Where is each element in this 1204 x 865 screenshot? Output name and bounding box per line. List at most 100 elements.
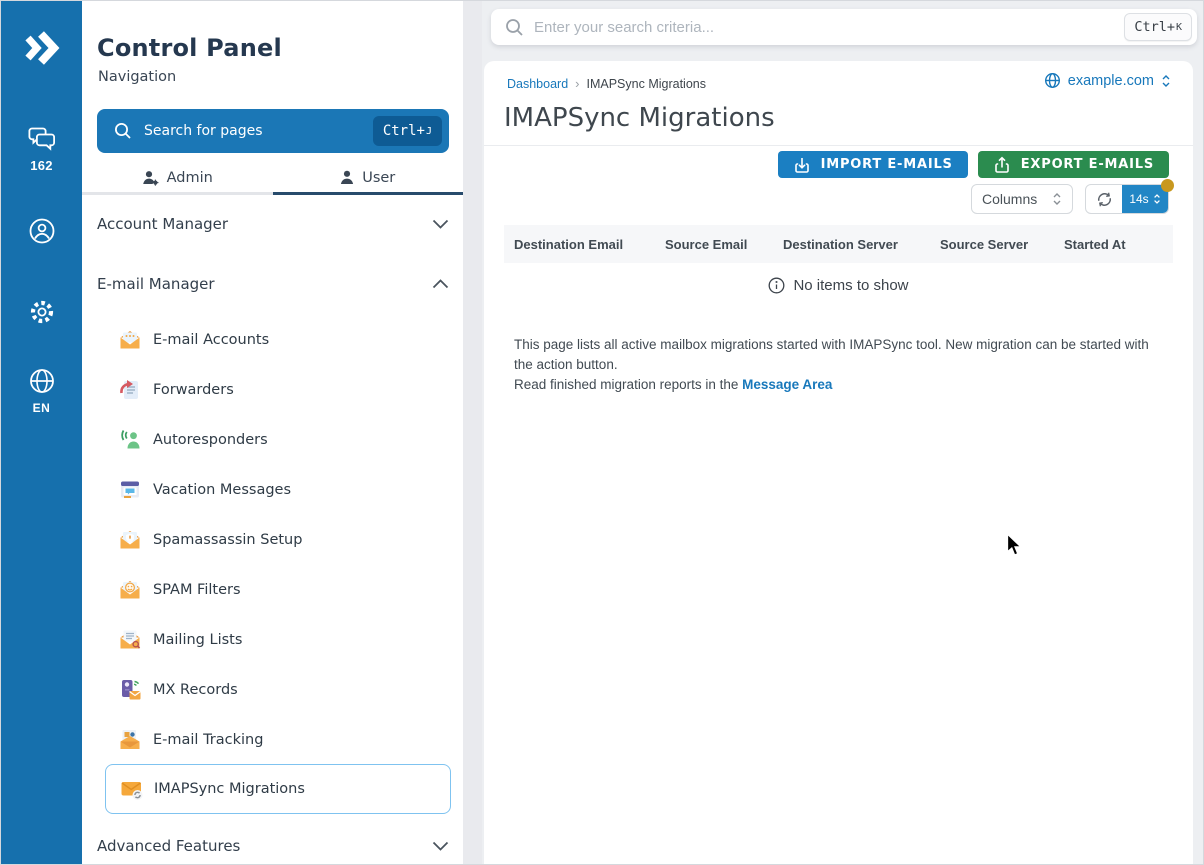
section-advanced-features[interactable]: Advanced Features <box>97 823 449 864</box>
select-chevrons-icon <box>1052 192 1062 206</box>
account-button[interactable] <box>1 216 82 246</box>
breadcrumb-current: IMAPSync Migrations <box>586 76 706 91</box>
page-title: IMAPSync Migrations <box>504 103 775 133</box>
actions-row: IMPORT E-MAILS EXPORT E-MAILS <box>777 151 1169 178</box>
menu-item-spamassassin-setup[interactable]: Spamassassin Setup <box>105 515 451 565</box>
chevron-down-icon <box>432 841 449 851</box>
breadcrumb: Dashboard › IMAPSync Migrations <box>507 76 706 91</box>
user-icon <box>340 170 354 185</box>
menu-item-mailing-lists[interactable]: Mailing Lists <box>105 615 451 665</box>
section-email-manager[interactable]: E-mail Manager <box>97 261 449 307</box>
forwarders-icon <box>117 377 143 403</box>
mailing-lists-icon <box>117 627 143 653</box>
refresh-control: 14s <box>1085 179 1174 214</box>
column-header-started-at[interactable]: Started At <box>1064 236 1126 252</box>
chevron-up-icon <box>432 279 449 289</box>
domain-selector[interactable]: example.com <box>1044 72 1171 89</box>
user-circle-icon <box>27 216 57 246</box>
menu-item-email-tracking[interactable]: E-mail Tracking <box>105 715 451 765</box>
export-emails-button[interactable]: EXPORT E-MAILS <box>977 151 1169 178</box>
menu-item-label: MX Records <box>153 682 238 698</box>
nav-search-button[interactable]: Search for pages Ctrl+ J <box>97 109 449 153</box>
spamassassin-setup-icon <box>117 527 143 553</box>
admin-user-gear-icon <box>142 170 159 186</box>
drawer-title: Control Panel <box>97 34 282 62</box>
import-emails-label: IMPORT E-MAILS <box>820 157 953 172</box>
menu-item-vacation-messages[interactable]: Vacation Messages <box>105 465 451 515</box>
menu-item-label: Forwarders <box>153 382 234 398</box>
search-icon <box>114 122 132 140</box>
menu-item-label: Autoresponders <box>153 432 268 448</box>
page-description: This page lists all active mailbox migra… <box>514 335 1156 395</box>
column-header-destination-server[interactable]: Destination Server <box>783 236 898 252</box>
message-count-badge: 162 <box>30 158 53 173</box>
search-icon <box>505 18 524 37</box>
breadcrumb-separator-icon: › <box>575 76 580 91</box>
columns-dropdown-label: Columns <box>982 191 1038 207</box>
section-account-manager[interactable]: Account Manager <box>97 201 449 247</box>
tab-user[interactable]: User <box>273 163 464 192</box>
settings-button[interactable] <box>1 297 82 327</box>
nav-search-label: Search for pages <box>144 123 263 139</box>
table-toolbar: Columns 14s <box>971 179 1174 214</box>
globe-icon <box>27 366 57 396</box>
mx-records-icon <box>117 677 143 703</box>
refresh-icon <box>1096 191 1113 208</box>
menu-item-label: E-mail Tracking <box>153 732 264 748</box>
menu-item-label: Spamassassin Setup <box>153 532 303 548</box>
select-chevrons-icon <box>1153 193 1161 205</box>
message-area-link[interactable]: Message Area <box>742 377 833 392</box>
notification-dot <box>1161 179 1174 192</box>
menu-item-mx-records[interactable]: MX Records <box>105 665 451 715</box>
export-tray-icon <box>993 156 1011 174</box>
menu-item-label: Vacation Messages <box>153 482 292 498</box>
description-line2: Read finished migration reports in the M… <box>514 377 833 392</box>
global-search-shortcut-badge: Ctrl+ K <box>1124 13 1192 41</box>
tab-admin[interactable]: Admin <box>82 163 273 192</box>
table-header-row: Destination Email Source Email Destinati… <box>504 225 1173 263</box>
menu-item-autoresponders[interactable]: Autoresponders <box>105 415 451 465</box>
column-header-source-email[interactable]: Source Email <box>665 236 748 252</box>
email-tracking-icon <box>117 727 143 753</box>
drawer-subtitle: Navigation <box>98 69 177 85</box>
menu-item-imapsync-migrations[interactable]: IMAPSync Migrations <box>105 764 451 814</box>
info-circle-icon <box>768 277 785 294</box>
menu-item-spam-filters[interactable]: SPAM Filters <box>105 565 451 615</box>
empty-state-label: No items to show <box>793 277 909 294</box>
export-emails-label: EXPORT E-MAILS <box>1020 157 1154 172</box>
nav-tabs: Admin User <box>82 163 463 192</box>
refresh-interval-value: 14s <box>1129 192 1149 206</box>
messages-button[interactable]: 162 <box>1 125 82 173</box>
section-label: Advanced Features <box>97 837 241 855</box>
menu-item-label: Mailing Lists <box>153 632 243 648</box>
global-search-input[interactable] <box>534 18 1115 36</box>
vacation-messages-icon <box>117 477 143 503</box>
globe-icon <box>1044 72 1061 89</box>
columns-dropdown[interactable]: Columns <box>971 184 1073 214</box>
nav-scrollbar-track[interactable] <box>463 1 482 864</box>
language-code-label: EN <box>32 401 51 415</box>
gear-icon <box>27 297 57 327</box>
spam-filters-icon <box>117 577 143 603</box>
section-label: Account Manager <box>97 215 229 233</box>
select-chevrons-icon <box>1161 74 1171 88</box>
imapsync-migrations-icon <box>118 776 144 802</box>
empty-state: No items to show <box>504 277 1173 294</box>
column-header-source-server[interactable]: Source Server <box>940 236 1029 252</box>
import-emails-button[interactable]: IMPORT E-MAILS <box>777 151 968 178</box>
autoresponders-icon <box>117 427 143 453</box>
column-header-destination-email[interactable]: Destination Email <box>514 236 624 252</box>
brand-logo-icon[interactable] <box>19 27 65 69</box>
nav-search-shortcut-badge: Ctrl+ J <box>372 116 442 146</box>
navigation-drawer: Control Panel Navigation Search for page… <box>82 1 463 864</box>
language-button[interactable]: EN <box>1 366 82 415</box>
menu-item-label: IMAPSync Migrations <box>154 781 305 797</box>
refresh-button[interactable] <box>1086 185 1122 213</box>
menu-item-forwarders[interactable]: Forwarders <box>105 365 451 415</box>
menu-item-email-accounts[interactable]: E-mail Accounts <box>105 315 451 365</box>
content-card: Dashboard › IMAPSync Migrations example.… <box>484 61 1193 864</box>
tab-admin-label: Admin <box>166 169 213 186</box>
refresh-interval-dropdown[interactable]: 14s <box>1122 185 1168 213</box>
breadcrumb-dashboard-link[interactable]: Dashboard <box>507 76 569 91</box>
